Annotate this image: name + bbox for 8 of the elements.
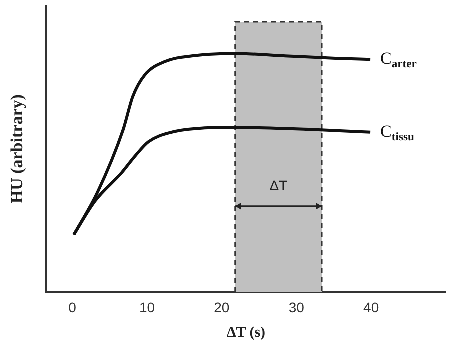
- x-tick-label: 10: [139, 299, 156, 316]
- x-tick-label: 0: [68, 299, 77, 316]
- x-axis-title: ΔT (s): [226, 324, 266, 341]
- x-tick-label: 40: [364, 299, 380, 316]
- x-tick-label: 20: [214, 299, 230, 316]
- y-axis-title: HU (arbitrary): [8, 94, 27, 204]
- annotation: ΔT: [270, 177, 288, 194]
- x-tick-label: 30: [288, 299, 305, 316]
